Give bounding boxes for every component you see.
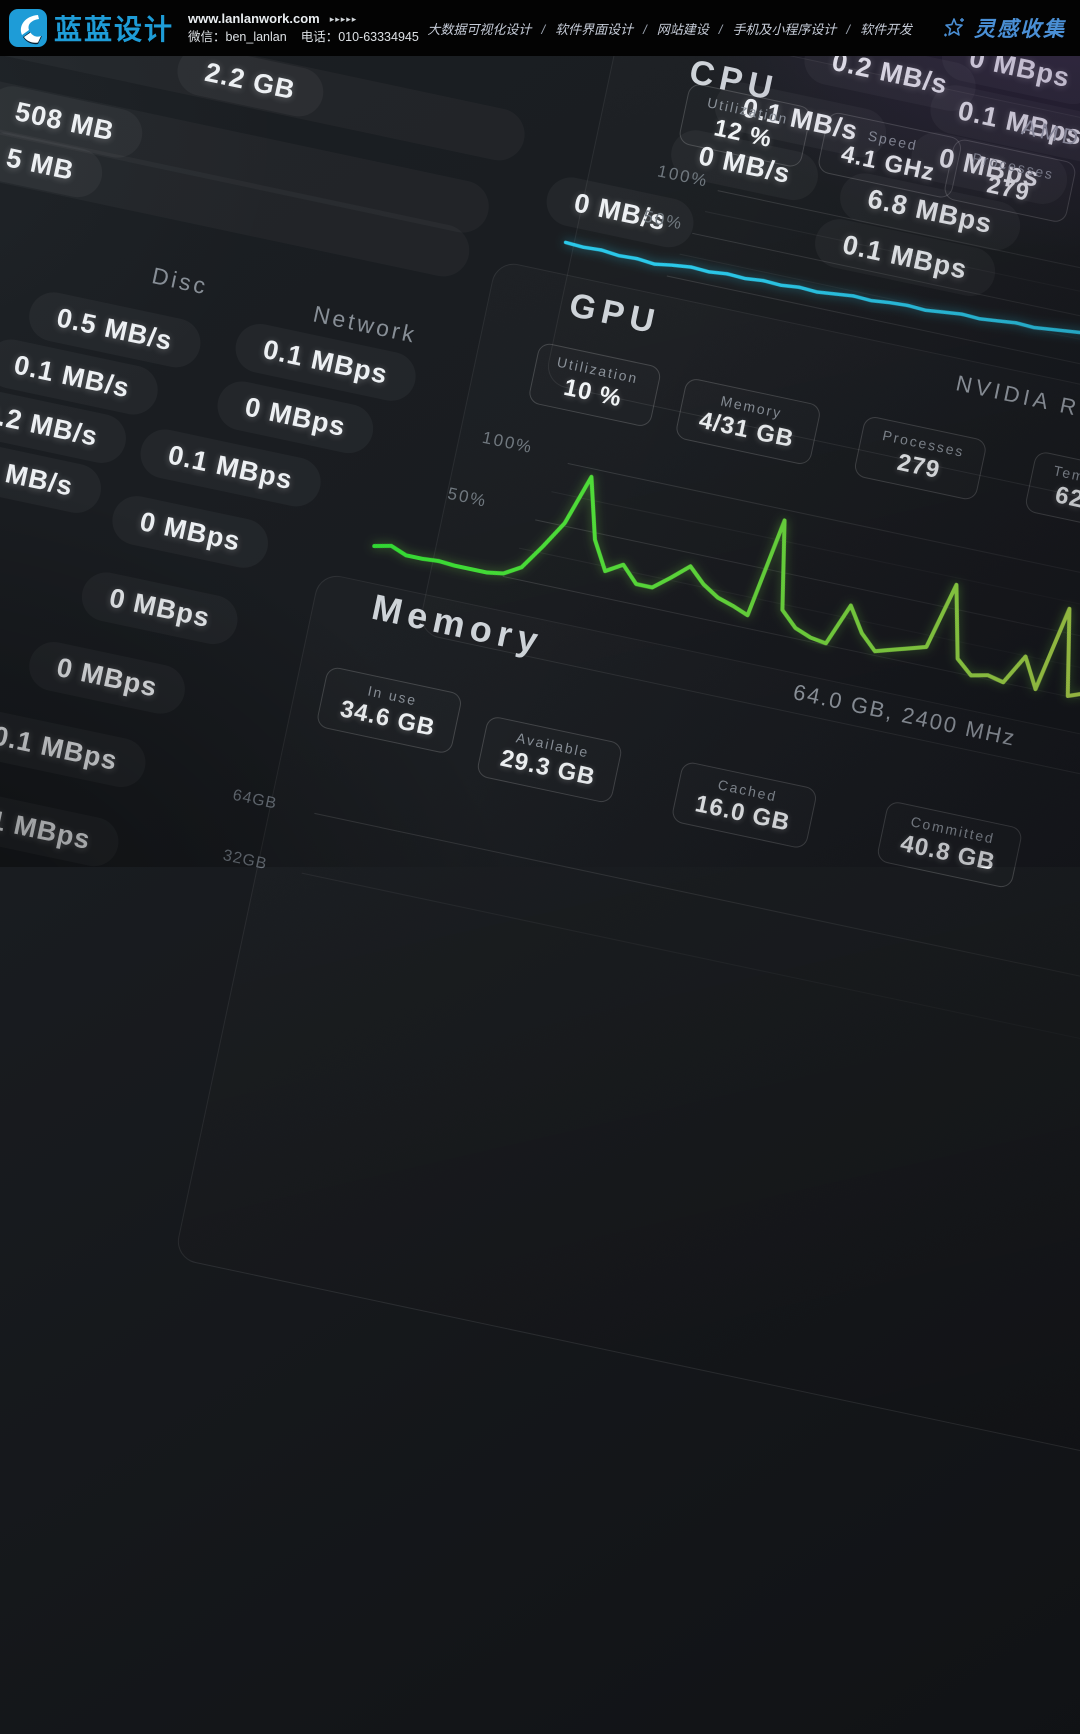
nav-separator: / (718, 21, 723, 37)
logo[interactable]: 蓝蓝设计 (8, 8, 174, 48)
nav-separator: / (643, 21, 647, 37)
phone-number: 电话：010-63334945 (300, 30, 419, 45)
nav-item-software-ui[interactable]: 软件界面设计 (555, 21, 634, 37)
arrows-icon: ▸▸▸▸▸ (329, 13, 358, 24)
website-link[interactable]: www.lanlanwork.com (188, 10, 320, 26)
main-nav: 大数据可视化设计 / 软件界面设计 / 网站建设 / 手机及小程序设计 / 软件开发 (423, 19, 916, 38)
nav-item-software-dev[interactable]: 软件开发 (859, 21, 912, 37)
contact-info: www.lanlanwork.com ▸▸▸▸▸ 微信：ben_lanlan 电话：… (188, 10, 419, 47)
nav-item-bigdata[interactable]: 大数据可视化设计 (427, 21, 532, 37)
collect-label: 灵感收集 (974, 18, 1066, 41)
nav-separator: / (846, 21, 850, 37)
nav-separator: / (541, 21, 546, 37)
lanlan-logo-icon (9, 9, 47, 47)
site-header: 蓝蓝设计 www.lanlanwork.com ▸▸▸▸▸ 微信：ben_lanl… (0, 0, 1080, 56)
wechat-id: 微信：ben_lanlan (188, 30, 287, 45)
logo-text: 蓝蓝设计 (54, 14, 175, 45)
nav-item-website[interactable]: 网站建设 (656, 21, 709, 37)
star-sparkle-icon (944, 18, 964, 37)
nav-item-mobile-miniapp[interactable]: 手机及小程序设计 (732, 21, 837, 37)
gpu-temp-value: 62 (1052, 481, 1080, 514)
inspiration-collect-button[interactable]: 灵感收集 (942, 13, 1066, 43)
